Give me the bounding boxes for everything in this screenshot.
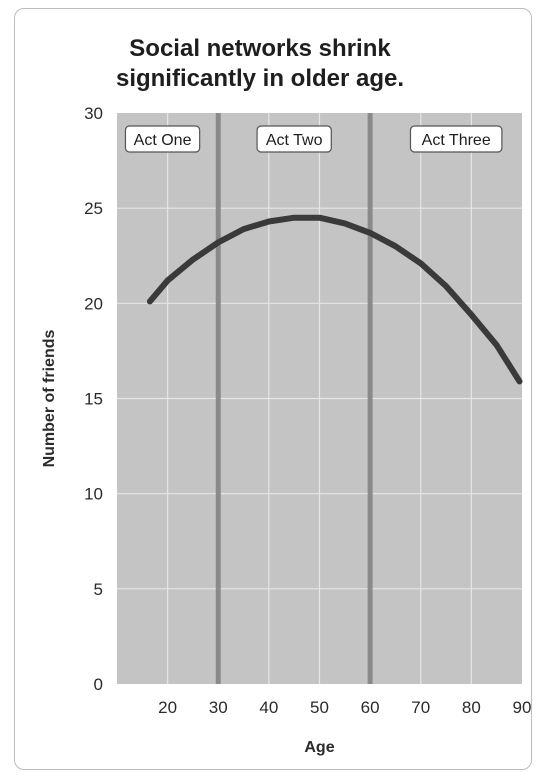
act-label-box: Act Three [409,125,503,153]
y-axis-label: Number of friends [41,330,58,468]
y-tick-label: 10 [84,485,103,504]
y-tick-label: 30 [84,104,103,123]
x-tick-label: 70 [411,698,430,717]
x-tick-label: 50 [310,698,329,717]
x-tick-label: 80 [462,698,481,717]
y-tick-label: 5 [94,580,103,599]
chart-title-line-1: Social networks shrink [129,35,391,62]
act-label-text: Act One [134,132,192,149]
x-tick-label: 20 [158,698,177,717]
y-tick-label: 20 [84,294,103,313]
y-tick-label: 15 [84,390,103,409]
chart-title-line-2: significantly in older age. [115,65,405,92]
x-tick-label: 90 [513,698,532,717]
x-tick-label: 60 [361,698,380,717]
x-tick-label: 30 [209,698,228,717]
act-label-background [256,125,332,153]
x-tick-label: 40 [259,698,278,717]
series-line [146,214,523,385]
act-label-text: Act Three [422,132,491,149]
act-label-background [409,125,503,153]
act-label-text: Act Two [266,132,323,149]
act-label-box: Act One [124,125,201,153]
y-tick-label: 25 [84,199,103,218]
y-tick-label: 0 [94,675,103,694]
act-label-box: Act Two [256,125,332,153]
act-label-background [124,125,201,153]
x-axis-label: Age [304,739,334,756]
